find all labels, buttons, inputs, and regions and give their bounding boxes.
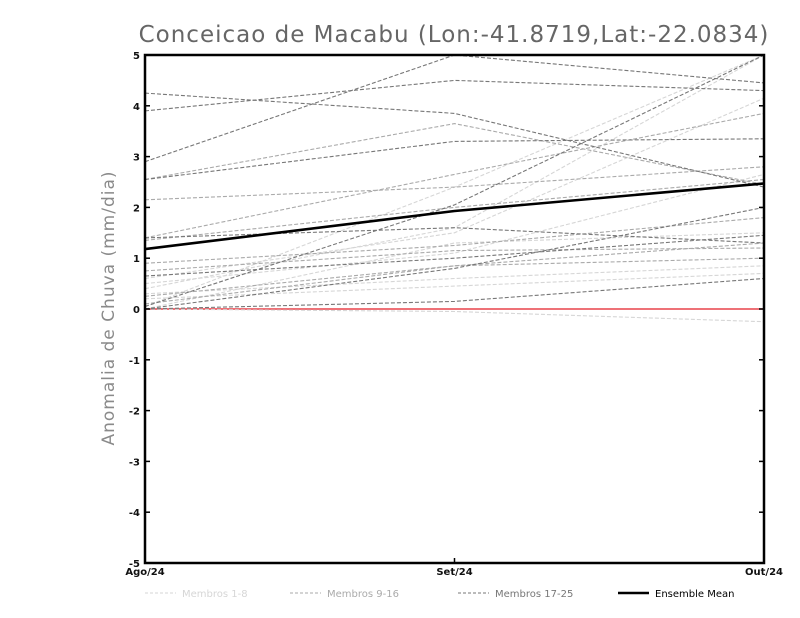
y-tick-label: -3 [129, 457, 140, 468]
member-line-group1-5 [145, 308, 764, 323]
legend-label: Membros 17-25 [495, 589, 573, 600]
member-line-group1-7 [145, 272, 764, 300]
y-tick-label: -5 [129, 559, 140, 570]
member-line-group1-8 [145, 173, 764, 285]
y-tick-label: -4 [129, 508, 140, 519]
x-tick-label: Set/24 [436, 567, 472, 578]
member-line-group2-5 [145, 257, 764, 305]
member-line-group3-7 [145, 55, 764, 308]
member-line-group1-4 [145, 55, 764, 290]
y-axis-label: Anomalia de Chuva (mm/dia) [99, 170, 119, 445]
legend: Membros 1-8 Membros 9-16 Membros 17-25 Ense… [145, 589, 734, 600]
x-tick-label: Ago/24 [125, 567, 164, 578]
y-tick-label: 4 [133, 102, 140, 113]
member-line-group3-9 [145, 277, 764, 310]
y-tick-label: 0 [133, 305, 140, 316]
member-line-group2-8 [145, 242, 764, 297]
member-line-group3-1 [145, 55, 764, 163]
member-line-group3-8 [145, 234, 764, 277]
legend-label: Membros 9-16 [327, 589, 399, 600]
y-tick-label: 2 [133, 203, 140, 214]
y-tick-label: -1 [129, 356, 140, 367]
chart-title: Conceicao de Macabu (Lon:-41.8719,Lat:-2… [139, 22, 770, 48]
member-line-group2-2 [145, 166, 764, 201]
member-line-group1-3 [145, 265, 764, 295]
member-line-group3-4 [145, 138, 764, 181]
member-line-group3-5 [145, 227, 764, 244]
member-line-group1-2 [145, 232, 764, 310]
y-tick-label: -2 [129, 407, 140, 418]
y-tick-label: 3 [133, 153, 140, 164]
member-line-group1-6 [145, 97, 764, 280]
axes: -5 -4 -3 -2 -1 0 1 2 3 4 5 Ago/24 Set/24 Out/24 [125, 51, 783, 578]
plot-area [145, 55, 764, 323]
legend-label: Ensemble Mean [655, 589, 734, 600]
member-line-group2-6 [145, 112, 764, 239]
member-line-group3-3 [145, 79, 764, 112]
member-line-group2-1 [145, 123, 764, 186]
member-line-group2-3 [145, 178, 764, 241]
ensemble-mean-line [145, 182, 764, 251]
member-line-group2-7 [145, 247, 764, 272]
legend-label: Membros 1-8 [182, 589, 248, 600]
x-tick-label: Out/24 [745, 567, 783, 578]
y-tick-label: 5 [133, 51, 140, 62]
member-line-group3-6 [145, 206, 764, 310]
y-tick-label: 1 [133, 254, 140, 265]
member-line-group2-4 [145, 217, 764, 264]
member-line-group3-2 [145, 92, 764, 188]
